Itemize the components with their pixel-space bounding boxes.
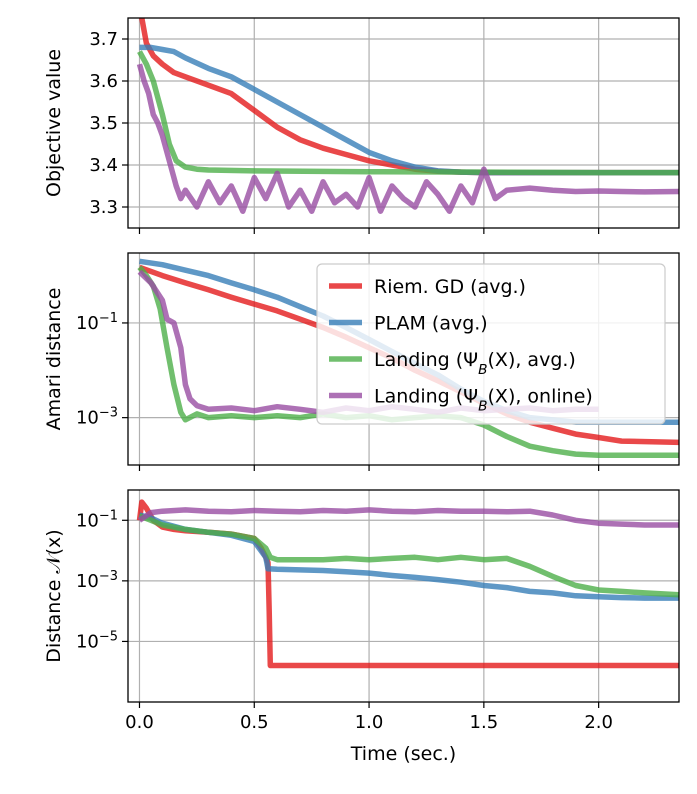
y-tick-label: 3.5 [89, 113, 118, 134]
legend-label: Landing (ΨB(X), avg.) [374, 349, 576, 378]
y-tick-label: 10−3 [76, 405, 118, 429]
series-line [137, 265, 679, 459]
axes-frame-bottom [127, 489, 680, 703]
series-line [137, 50, 679, 176]
x-tick-label: 0.0 [125, 712, 154, 733]
ticks-layer: 3.3 3.4 3.5 3.6 3.7 10−1 10−3 0.0 0.5 1.0 1.5 2.0 10… [76, 29, 613, 733]
y-tick-label: 3.4 [89, 155, 118, 176]
legend-box: Riem. GD (avg.) PLAM (avg.) Landing (ΨB(X)… [316, 263, 666, 425]
y-tick-label: 3.3 [89, 197, 118, 218]
legend-label: Landing (ΨB(X), online) [374, 386, 593, 415]
y-axis-label: Amari distance [43, 288, 65, 431]
legend: Riem. GD (avg.) PLAM (avg.) Landing (ΨB(X)… [316, 263, 666, 425]
axes-frame-middle [127, 252, 680, 466]
x-tick-label: 1.5 [470, 712, 499, 733]
y-tick-label: 10−1 [76, 508, 118, 532]
y-tick-label: 3.7 [89, 29, 118, 50]
legend-label: Riem. GD (avg.) [374, 276, 526, 298]
x-tick-label: 2.0 [584, 712, 613, 733]
y-axis-label: Objective value [43, 49, 65, 197]
x-tick-label: 0.5 [240, 712, 269, 733]
axis-labels-layer: Objective value Amari distance Distance 𝒩(… [43, 49, 456, 765]
x-tick-label: 1.0 [355, 712, 384, 733]
series-layer [136, 18, 679, 669]
series-line [136, 63, 679, 214]
series-line [137, 507, 679, 528]
y-tick-label: 10−3 [76, 568, 118, 592]
legend-label: PLAM (avg.) [374, 313, 488, 335]
x-axis-label: Time (sec.) [350, 743, 456, 765]
y-tick-label: 3.6 [89, 71, 118, 92]
legend-frame [316, 263, 666, 425]
series-line [138, 513, 679, 598]
y-axis-label: Distance 𝒩(x) [43, 529, 65, 662]
y-tick-label: 10−5 [76, 629, 118, 653]
y-tick-label: 10−1 [76, 310, 118, 334]
